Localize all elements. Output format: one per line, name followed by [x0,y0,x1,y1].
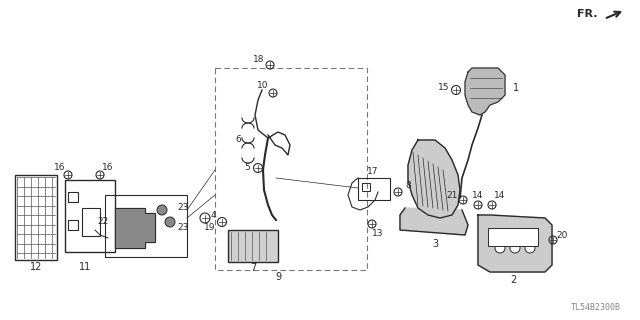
Text: 19: 19 [204,223,216,233]
Bar [68,192,78,202]
Text: 8: 8 [405,180,411,189]
Text: 9: 9 [275,272,281,282]
Circle shape [525,243,535,253]
Text: 22: 22 [97,218,109,227]
Text: 18: 18 [253,55,265,65]
Text: 12: 12 [30,262,42,272]
Bar [215,68,367,270]
Text: 15: 15 [438,84,450,92]
Text: 2: 2 [510,275,516,285]
Polygon shape [465,68,505,115]
Text: 10: 10 [257,82,269,91]
Text: 7: 7 [250,263,256,273]
Text: 1: 1 [513,83,519,93]
Bar [82,208,100,236]
Text: 20: 20 [556,230,568,239]
Text: 16: 16 [102,164,114,172]
Text: 23: 23 [177,223,189,233]
Bar [362,183,370,191]
Text: FR.: FR. [577,9,598,19]
Text: 6: 6 [235,135,241,145]
Circle shape [495,243,505,253]
Text: 14: 14 [494,191,506,201]
Polygon shape [478,215,552,272]
Text: 11: 11 [79,262,91,272]
Text: TL54B2300B: TL54B2300B [571,303,621,313]
Polygon shape [115,208,155,248]
Bar [105,195,187,257]
Bar [65,180,115,252]
Text: 17: 17 [367,167,379,177]
Text: 14: 14 [472,191,484,201]
Text: 4: 4 [210,211,216,220]
Bar [15,175,57,260]
Polygon shape [400,208,468,235]
Circle shape [510,243,520,253]
Text: 23: 23 [177,203,189,212]
Bar [68,220,78,230]
Circle shape [165,217,175,227]
Text: 3: 3 [432,239,438,249]
Bar [488,228,538,246]
Bar [358,178,390,200]
Text: 13: 13 [372,229,384,238]
Text: 16: 16 [54,164,66,172]
Polygon shape [408,140,460,218]
Text: 5: 5 [244,164,250,172]
Text: 21: 21 [446,191,458,201]
Bar [228,230,278,262]
Circle shape [157,205,167,215]
